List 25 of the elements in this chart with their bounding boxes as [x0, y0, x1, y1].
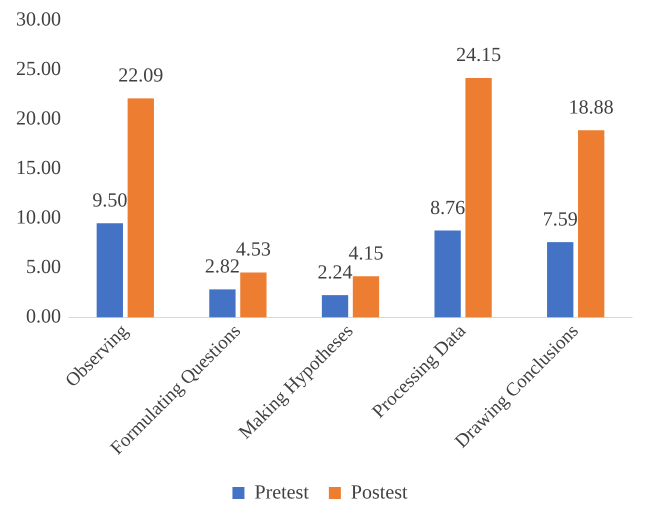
bar	[322, 295, 348, 318]
bar	[240, 272, 267, 318]
data-label: 9.50	[92, 189, 128, 212]
bar	[547, 242, 574, 318]
legend-label: Postest	[350, 481, 408, 504]
bar	[128, 98, 154, 318]
y-tick-label: 30.00	[16, 8, 61, 30]
y-tick-label: 15.00	[16, 156, 61, 179]
bar	[96, 223, 123, 318]
data-label: 24.15	[456, 44, 502, 66]
y-tick-label: 0.00	[26, 306, 61, 328]
data-label: 8.76	[430, 196, 466, 219]
data-label: 22.09	[118, 64, 164, 87]
legend-label: Pretest	[254, 481, 310, 504]
y-tick-label: 25.00	[16, 58, 61, 80]
data-label: 7.59	[542, 208, 578, 230]
bar	[465, 78, 492, 318]
data-label: 18.88	[568, 96, 614, 118]
bar	[578, 130, 604, 318]
y-tick-label: 20.00	[16, 107, 61, 130]
bar	[352, 276, 380, 318]
y-tick-label: 10.00	[16, 206, 61, 228]
y-tick-label: 5.00	[26, 256, 61, 278]
bar	[434, 230, 461, 318]
bar	[209, 289, 236, 318]
